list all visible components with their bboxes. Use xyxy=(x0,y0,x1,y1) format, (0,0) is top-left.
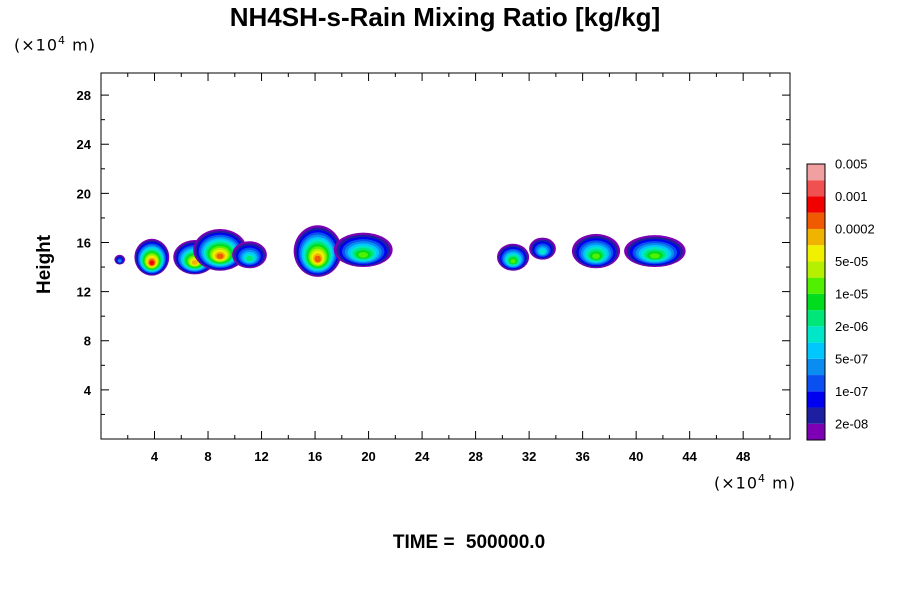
contour-level xyxy=(510,259,516,264)
contour-level xyxy=(216,253,224,259)
contour-level xyxy=(149,260,155,266)
rain-cloud xyxy=(571,233,621,269)
rain-cloud xyxy=(114,254,126,265)
colorbar-label: 2e-08 xyxy=(835,416,868,431)
y-tick-label: 8 xyxy=(84,334,91,349)
colorbar-swatch xyxy=(807,277,825,294)
x-tick-label: 12 xyxy=(254,449,268,464)
colorbar-swatch xyxy=(807,407,825,424)
colorbar-swatch xyxy=(807,326,825,343)
colorbar-swatch xyxy=(807,261,825,278)
colorbar-label: 1e-05 xyxy=(835,286,868,301)
rain-cloud xyxy=(293,225,342,277)
time-label: TIME = 500000.0 xyxy=(392,532,546,553)
y-tick-label: 28 xyxy=(77,88,91,103)
colorbar-swatch xyxy=(807,342,825,359)
x-tick-label: 36 xyxy=(575,449,589,464)
colorbar-swatch xyxy=(807,164,825,181)
colorbar-swatch xyxy=(807,212,825,229)
colorbar-swatch xyxy=(807,375,825,392)
contour-level xyxy=(592,253,600,259)
x-tick-label: 16 xyxy=(308,449,322,464)
colorbar: 2e-08 1e-07 5e-07 2e-06 1e-05 5e-05 0.0002 0.00… xyxy=(806,157,875,441)
colorbar-label: 0.005 xyxy=(835,157,868,172)
colorbar-label: 1e-07 xyxy=(835,384,868,399)
contour-level xyxy=(191,260,198,265)
rain-cloud xyxy=(497,243,530,271)
rain-cloud xyxy=(134,238,170,276)
colorbar-swatch xyxy=(807,358,825,376)
colorbar-label: 0.001 xyxy=(835,189,868,204)
rain-cloud xyxy=(529,237,556,260)
y-axis-unit: (×104 m) xyxy=(14,34,96,55)
contour-level xyxy=(118,259,122,263)
contour-level xyxy=(539,249,546,254)
x-tick-label: 32 xyxy=(522,449,536,464)
colorbar-label: 5e-05 xyxy=(835,254,868,269)
x-tick-label: 20 xyxy=(361,449,375,464)
contour-level xyxy=(314,255,321,263)
rain-cloud xyxy=(624,235,686,268)
x-tick-label: 28 xyxy=(468,449,482,464)
colorbar-label: 2e-06 xyxy=(835,319,868,334)
rain-cloud xyxy=(333,232,393,268)
rain-cloud xyxy=(232,241,267,269)
y-tick-label: 20 xyxy=(77,186,91,201)
contour-level xyxy=(246,256,253,262)
x-tick-label: 48 xyxy=(736,449,750,464)
colorbar-swatch xyxy=(807,423,825,440)
plot-frame xyxy=(100,72,791,440)
colorbar-swatch xyxy=(807,228,825,246)
contour-level xyxy=(649,253,660,259)
colorbar-swatch xyxy=(807,245,825,262)
rain-cloud xyxy=(193,228,247,271)
colorbar-swatch xyxy=(807,196,825,213)
rain-field xyxy=(114,225,686,277)
y-tick-label: 16 xyxy=(77,235,91,250)
y-tick-label: 12 xyxy=(77,285,91,300)
contour-level xyxy=(358,252,368,258)
colorbar-label: 0.0002 xyxy=(835,221,875,236)
colorbar-swatch xyxy=(807,293,825,311)
x-tick-label: 24 xyxy=(415,449,430,464)
x-axis-unit: (×104 m) xyxy=(714,472,796,493)
colorbar-frame xyxy=(806,163,826,441)
colorbar-swatch xyxy=(807,391,825,408)
colorbar-swatch xyxy=(807,180,825,197)
x-tick-label: 4 xyxy=(151,449,159,464)
x-tick-label: 44 xyxy=(682,449,697,464)
y-tick-label: 24 xyxy=(77,137,92,152)
y-tick-label: 4 xyxy=(84,383,92,398)
colorbar-swatch xyxy=(807,310,825,327)
chart-title: NH4SH-s-Rain Mixing Ratio [kg/kg] xyxy=(229,2,661,32)
x-tick-label: 8 xyxy=(204,449,211,464)
colorbar-label: 5e-07 xyxy=(835,351,868,366)
x-tick-label: 40 xyxy=(629,449,643,464)
